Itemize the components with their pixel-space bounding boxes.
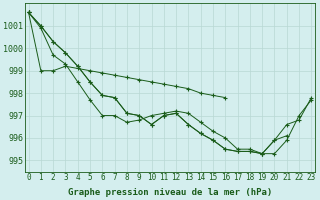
X-axis label: Graphe pression niveau de la mer (hPa): Graphe pression niveau de la mer (hPa)	[68, 188, 272, 197]
